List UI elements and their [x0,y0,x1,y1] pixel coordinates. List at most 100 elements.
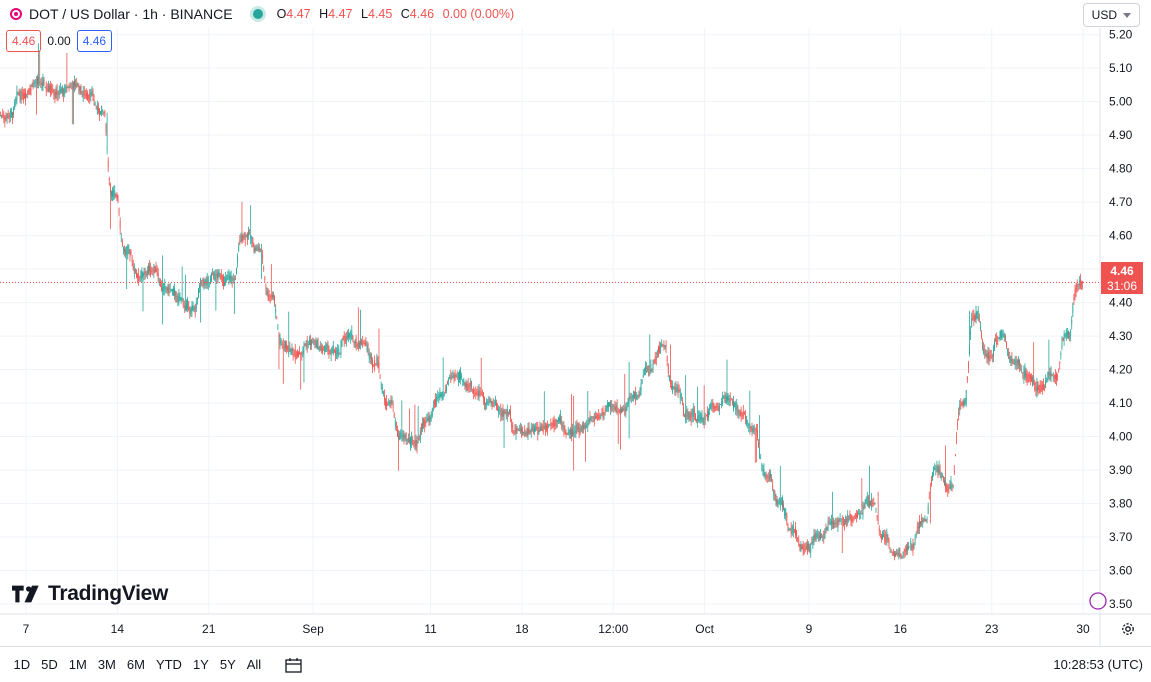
currency-selector[interactable]: USD [1082,3,1140,27]
candle-body [801,544,803,550]
range-all[interactable]: All [246,657,262,672]
range-ytd[interactable]: YTD [155,657,182,672]
candle-body [574,430,576,434]
sell-price-badge[interactable]: 4.46 [6,30,42,52]
alert-marker-icon[interactable] [1089,592,1107,610]
candle-body [981,332,982,338]
candle-body [387,403,389,406]
candle-body [576,422,578,430]
candle-body [294,349,296,359]
candle-body [64,86,66,95]
candle-body [355,338,357,347]
candle-body [611,402,613,411]
price-tick-label: 5.10 [1109,61,1133,75]
candle-body [183,304,185,308]
candle-body [17,92,19,94]
candle-body [912,544,914,552]
time-axis[interactable]: 7 14 21 Sep 11 18 12:00 Oct 9 16 23 30 [23,622,1090,636]
candle-body [492,401,494,407]
candle-body [1080,278,1081,288]
candle-body [112,190,113,197]
candle-body [734,403,736,407]
buy-price-badge[interactable]: 4.46 [76,30,113,52]
price-tick-label: 4.30 [1109,329,1133,343]
candle-body [272,295,273,298]
candle-body [14,101,16,109]
candle-body [490,401,492,404]
candle-body [810,543,812,553]
candle-body [875,508,877,510]
range-1m[interactable]: 1M [68,657,87,672]
candle-body [823,531,825,540]
candle-body [666,356,668,362]
candle-body [260,248,261,250]
candle-body [1015,360,1017,367]
candle-body [1028,375,1030,380]
range-3m[interactable]: 3M [97,657,116,672]
range-6m[interactable]: 6M [126,657,145,672]
candle-body [1018,359,1019,363]
price-tick-label: 4.10 [1109,396,1133,410]
candle-body [689,415,691,417]
price-axis[interactable]: 3.50 3.60 3.70 3.80 3.90 4.00 4.10 4.20 4.30 4.40… [1109,28,1133,611]
candle-body [935,468,937,470]
candle-body [331,348,333,353]
range-1d[interactable]: 1D [13,657,31,672]
candle-body [434,400,435,406]
candle-body [668,375,670,381]
calendar-icon[interactable] [285,657,303,673]
tradingview-logo[interactable]: TradingView [12,582,168,606]
candle-body [198,288,199,298]
symbol-title[interactable]: DOT / US Dollar · 1h · BINANCE [29,6,233,22]
candle-body [92,93,94,96]
candle-body [191,305,193,312]
candle-body [218,271,220,277]
settings-icon[interactable] [1120,621,1136,637]
candle-body [511,418,513,428]
candle-body [1023,369,1025,378]
candle-body [970,331,972,335]
range-1y[interactable]: 1Y [192,657,209,672]
candle-body [828,521,830,523]
candle-body [531,425,533,432]
candle-body [870,501,871,506]
candle-body [550,422,552,426]
candle-body [863,505,865,507]
candle-body [1016,360,1018,365]
candle-body [949,485,951,489]
candle-body [832,522,833,524]
candle-body [189,306,191,315]
candle-body [753,425,755,433]
candle-body [245,235,247,237]
candle-body [849,514,851,519]
candle-body [972,314,974,321]
candle-body [617,411,619,412]
candle-body [27,90,29,94]
candle-body [571,429,572,438]
candle-body [66,85,68,88]
candle-body [599,415,601,419]
candle-body [303,346,305,348]
candle-body [1009,356,1011,363]
candle-body [71,82,73,91]
range-5y[interactable]: 5Y [219,657,236,672]
candle-body [746,419,747,423]
candle-body [776,499,778,506]
candle-body [335,350,336,356]
candle-body [165,287,167,289]
candle-body [439,390,441,400]
candle-body [125,249,127,254]
candle-body [156,269,158,274]
candle-body [200,278,202,287]
candle-body [562,425,564,429]
candle-body [286,343,287,350]
candle-body [238,245,240,251]
range-5d[interactable]: 5D [41,657,58,672]
candle-body [772,485,774,489]
candle-body [453,374,455,379]
utc-clock[interactable]: 10:28:53 (UTC) [1053,657,1143,672]
candle-body [665,346,667,353]
price-tick-label: 5.00 [1109,95,1133,109]
candle-body [57,92,59,96]
